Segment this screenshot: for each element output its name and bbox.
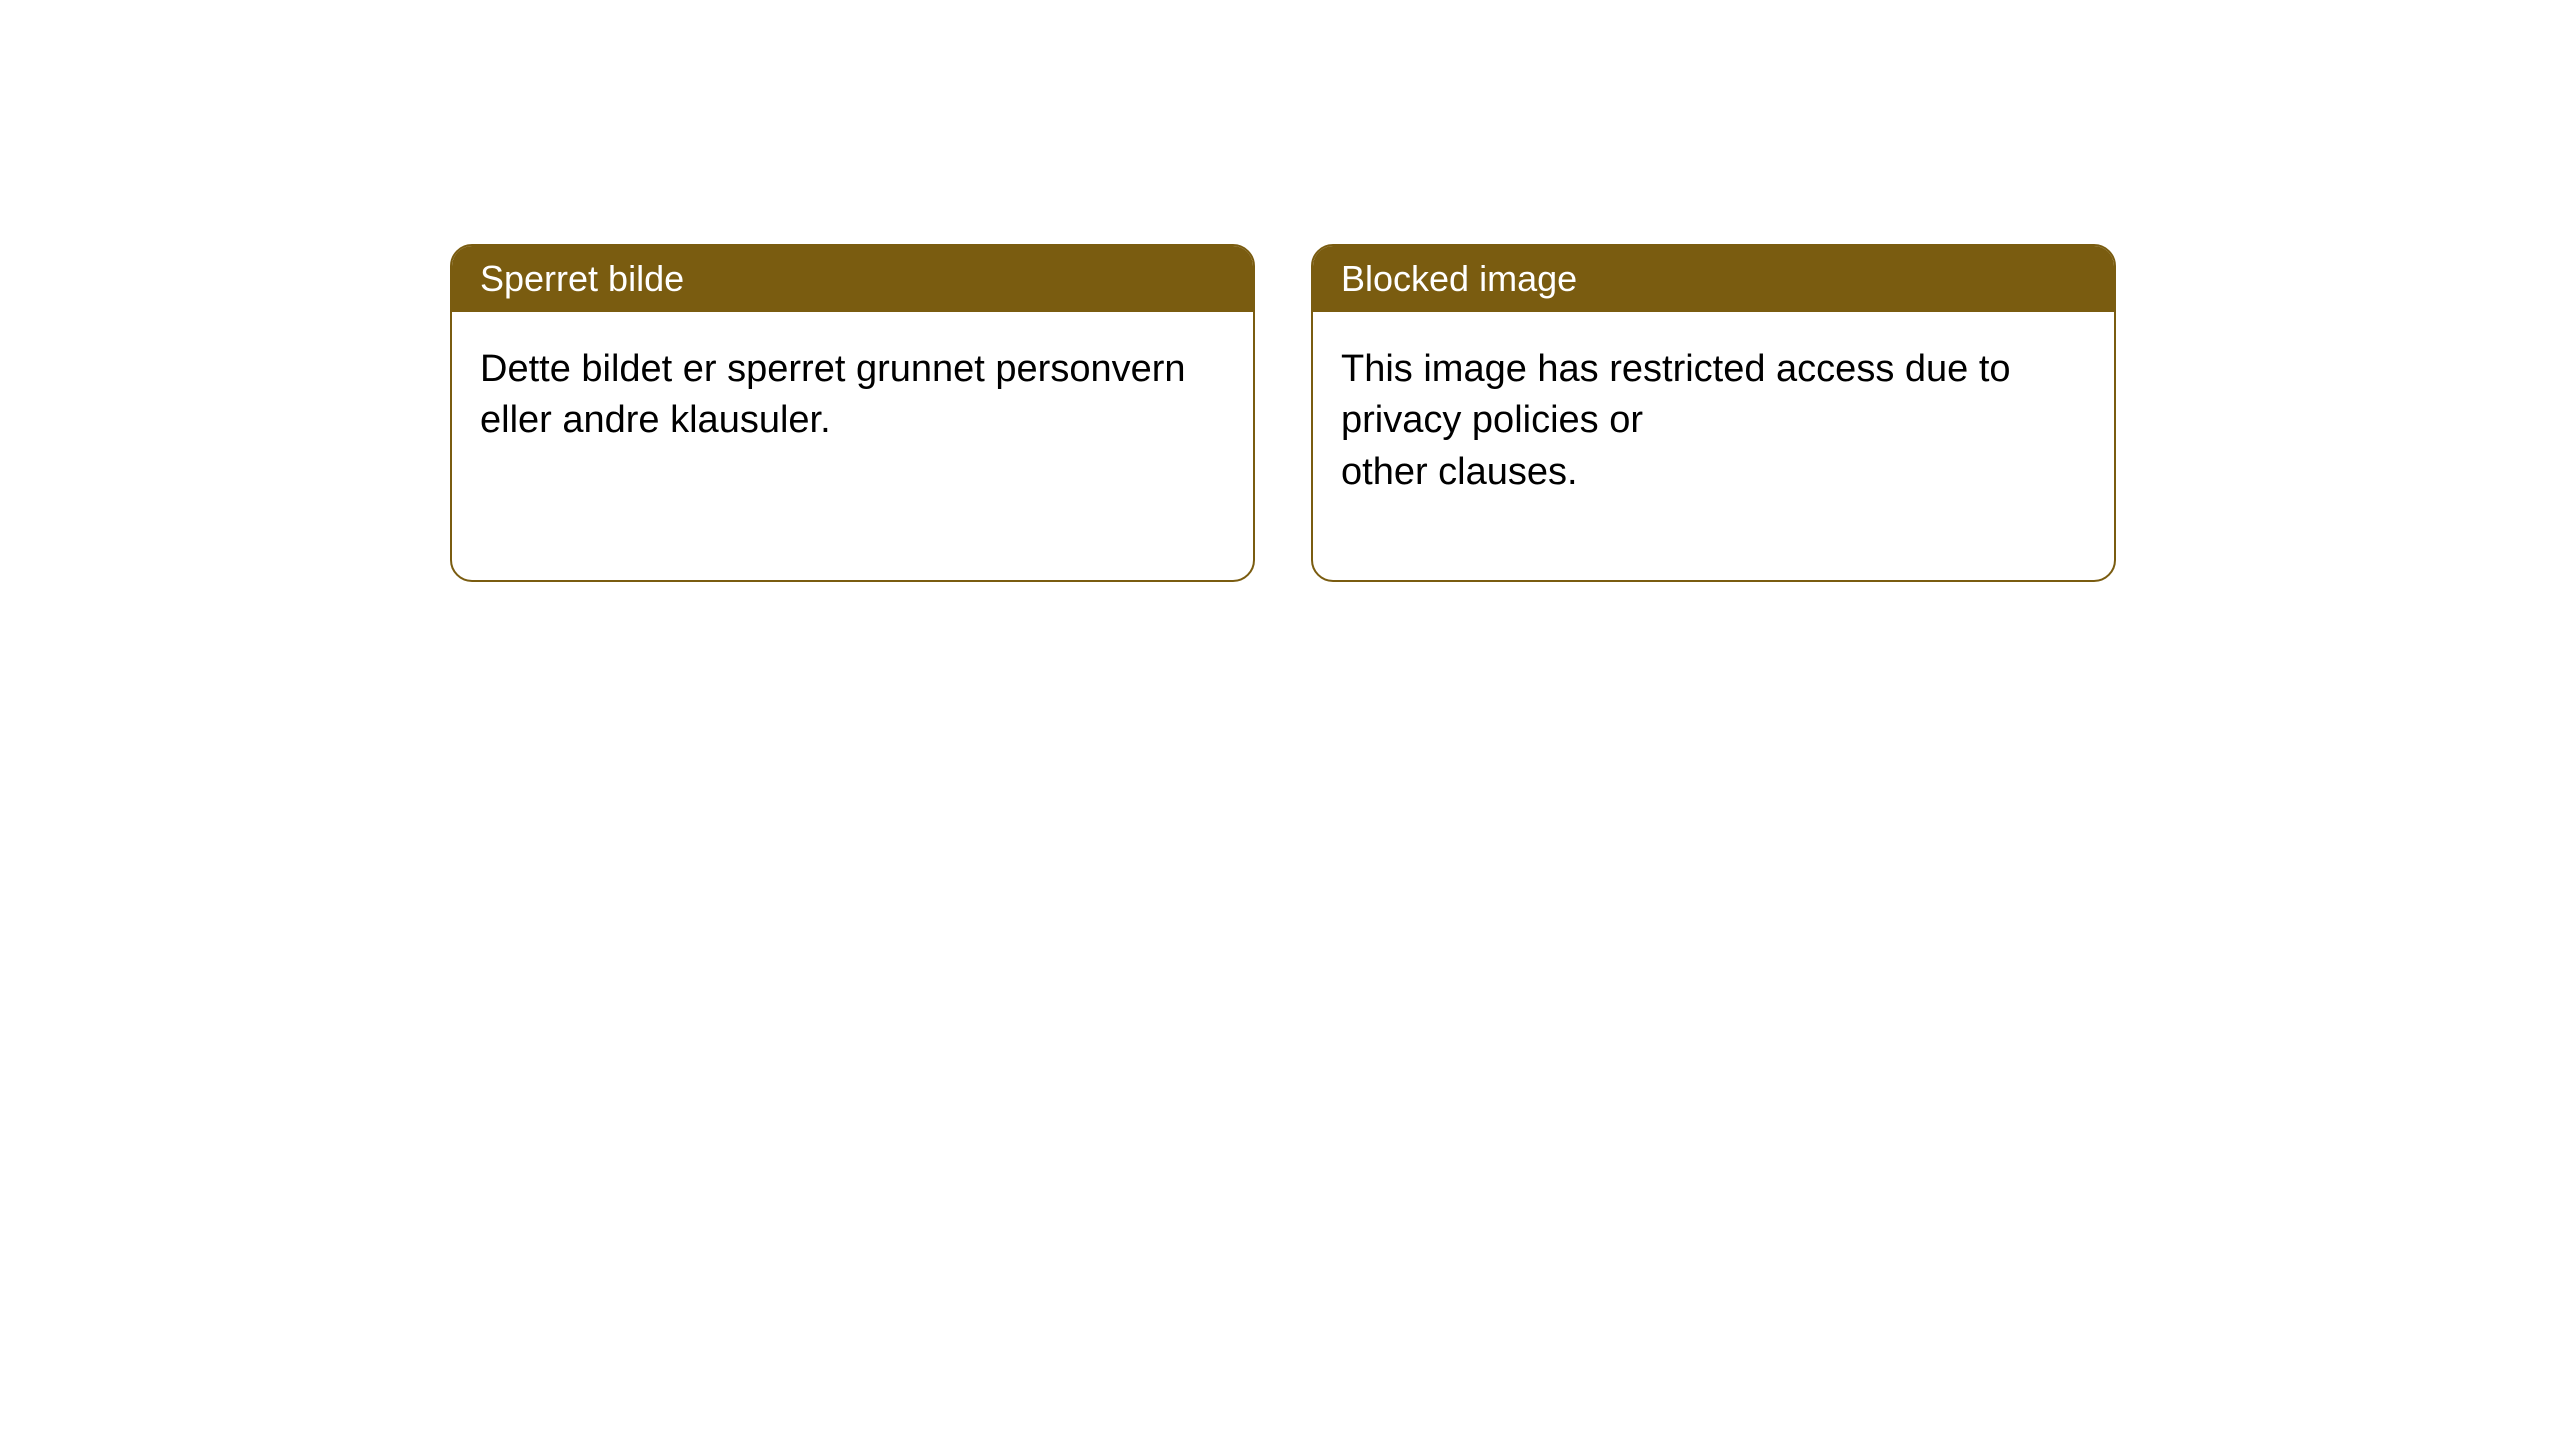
notice-card-norwegian: Sperret bilde Dette bildet er sperret gr… [450,244,1255,582]
notice-card-english: Blocked image This image has restricted … [1311,244,2116,582]
notice-body-english: This image has restricted access due to … [1313,312,2114,530]
notice-body-norwegian: Dette bildet er sperret grunnet personve… [452,312,1253,479]
notice-container: Sperret bilde Dette bildet er sperret gr… [450,244,2116,582]
notice-header-norwegian: Sperret bilde [452,246,1253,312]
notice-header-english: Blocked image [1313,246,2114,312]
